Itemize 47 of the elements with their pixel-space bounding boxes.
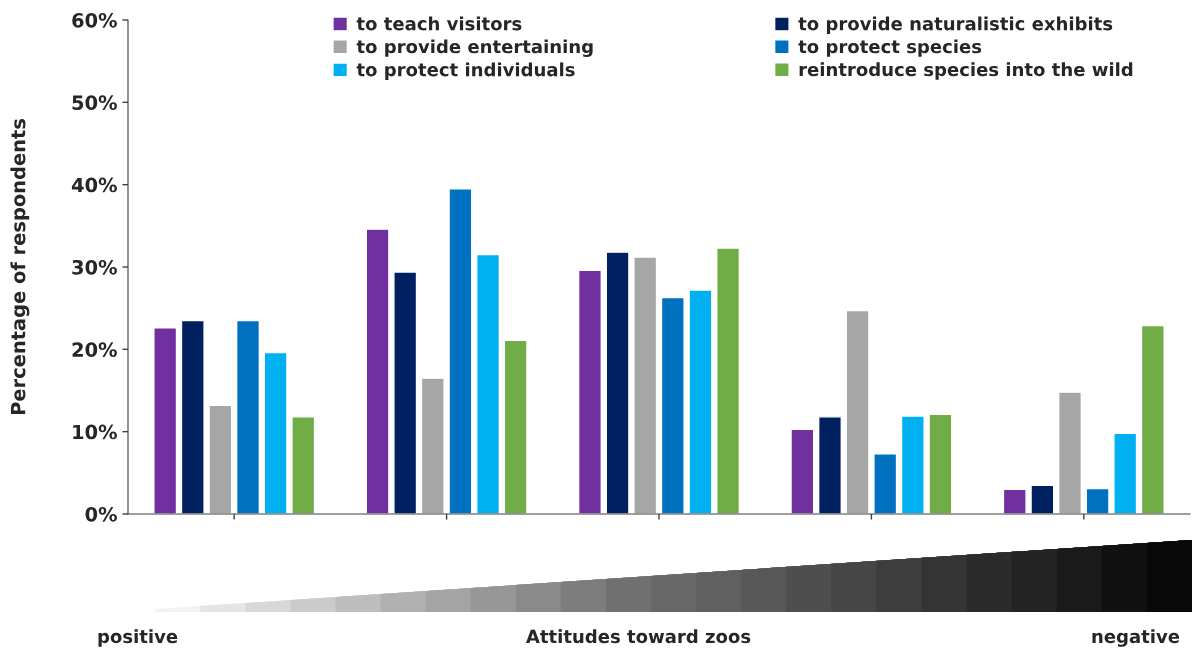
bar [153, 327, 178, 514]
legend-label: to provide entertaining [356, 39, 593, 57]
bar [577, 269, 602, 514]
bar [476, 253, 501, 514]
bar [420, 377, 445, 514]
bar [1113, 432, 1138, 514]
legend-label: to protect species [798, 39, 982, 57]
legend-label: to teach visitors [356, 16, 522, 31]
y-tick-label: 20% [72, 342, 117, 357]
bar [817, 416, 842, 514]
text: positive [98, 629, 178, 647]
y-tick-label: 30% [72, 259, 117, 275]
y-tick-label: 60% [72, 12, 117, 28]
bar [605, 251, 630, 514]
bar [208, 404, 233, 514]
bar [1057, 391, 1083, 514]
bar [688, 289, 713, 514]
bar [660, 296, 685, 514]
bar [1140, 324, 1165, 514]
text: negative [1092, 629, 1180, 647]
bar [900, 415, 925, 514]
legend-label: reintroduce species into the wild [799, 62, 1133, 80]
bar [180, 319, 205, 514]
bar [633, 256, 658, 514]
legend-label: to provide naturalistic exhibits [798, 16, 1113, 34]
bar [503, 339, 528, 514]
bar [1002, 488, 1027, 514]
bar [291, 416, 316, 514]
bar [1030, 484, 1055, 514]
text: Attitudes toward zoos [525, 629, 751, 644]
y-axis-title: Percentage of respondents [10, 119, 30, 415]
bar [845, 309, 870, 514]
bar [235, 319, 261, 514]
bar [873, 453, 898, 514]
bar [790, 428, 815, 514]
y-tick-label: 10% [73, 424, 117, 440]
bar [263, 351, 288, 514]
legend-label: to protect individuals [356, 62, 575, 80]
bar [448, 188, 473, 514]
bar [928, 413, 953, 514]
y-tick-label: 40% [71, 177, 117, 193]
bar [393, 271, 418, 514]
bar [365, 228, 390, 514]
y-tick-label: 0% [85, 506, 117, 522]
bar [1085, 487, 1110, 514]
y-tick-label: 50% [72, 95, 117, 110]
bar [716, 247, 741, 514]
